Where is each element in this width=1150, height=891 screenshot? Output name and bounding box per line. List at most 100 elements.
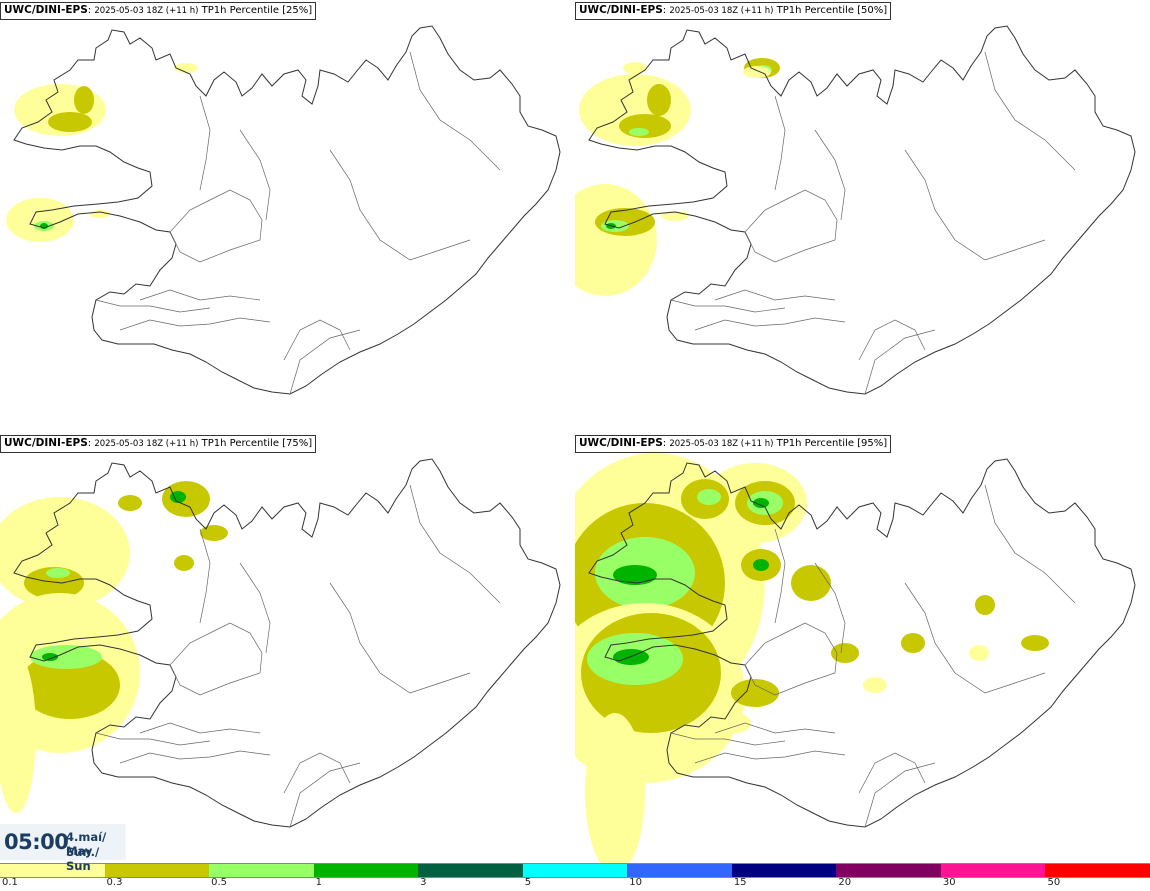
precip-area (863, 677, 887, 693)
precip-area (753, 559, 769, 571)
boundary-line (984, 51, 1076, 171)
precip-area (623, 62, 647, 74)
boundary-line (814, 129, 846, 221)
boundary-line (864, 762, 936, 828)
boundary-line (814, 562, 846, 654)
precip-area (170, 491, 186, 503)
colorbar-tick-labels: 0.1 0.3 0.5 1 3 5 10 15 20 30 50 (0, 877, 1150, 891)
precip-area (162, 481, 210, 517)
colorbar-segment (522, 864, 628, 877)
model-name: UWC/DINI-EPS (579, 437, 663, 449)
colorbar-segment (209, 864, 314, 877)
boundary-line (139, 289, 261, 301)
boundary-line (95, 732, 211, 746)
boundary-line (694, 750, 846, 764)
boundary-line (694, 317, 846, 331)
boundary-line (119, 317, 271, 331)
boundary-line (289, 762, 361, 828)
boundary-line (858, 319, 926, 361)
precip-area (48, 112, 92, 132)
panel-title: UWC/DINI-EPS: 2025-05-03 18Z (+11 h) TP1… (0, 2, 317, 20)
precip-area (118, 495, 142, 511)
precip-area (731, 679, 779, 707)
colorbar-tick-label: 5 (524, 877, 532, 888)
precip-area (174, 63, 198, 73)
boundary-line (199, 95, 211, 191)
precip-area (647, 84, 671, 116)
precip-area (24, 567, 84, 599)
colorbar-tick-label: 0.3 (106, 877, 123, 888)
precip-area (831, 643, 859, 663)
precip-area (1021, 635, 1049, 651)
run-time: 2025-05-03 18Z (+11 h) (94, 6, 199, 16)
colorbar-segment (104, 864, 210, 877)
boundary-line (169, 189, 263, 263)
boundary-line (329, 149, 471, 261)
precip-area (74, 86, 94, 114)
panel-title: UWC/DINI-EPS: 2025-05-03 18Z (+11 h) TP1… (575, 2, 892, 20)
colorbar-segment (418, 864, 523, 877)
precip-area (901, 633, 925, 653)
colorbar-segment (313, 864, 419, 877)
boundary-line (984, 484, 1076, 604)
product-name: TP1h Percentile [75%] (201, 438, 313, 449)
precip-area (629, 128, 649, 136)
coastline (13, 458, 561, 828)
colorbar-tick-label: 15 (733, 877, 747, 888)
precip-area (613, 565, 657, 585)
precip-area (697, 489, 721, 505)
iceland-map (575, 25, 1136, 395)
colorbar-tick-label: 30 (942, 877, 956, 888)
boundary-line (289, 329, 361, 395)
coastline (13, 25, 561, 395)
boundary-line (239, 562, 271, 654)
boundary-line (714, 722, 836, 734)
precip-area (743, 66, 771, 78)
colorbar-tick-label: 0.5 (211, 877, 227, 888)
product-name: TP1h Percentile [25%] (201, 5, 313, 16)
model-name: UWC/DINI-EPS (4, 4, 88, 16)
boundary-line (329, 582, 471, 694)
map-panel-p75: UWC/DINI-EPS: 2025-05-03 18Z (+11 h) TP1… (0, 433, 575, 864)
run-time: 2025-05-03 18Z (+11 h) (669, 439, 774, 449)
precip-area (30, 645, 102, 669)
colorbar-segment (0, 864, 105, 877)
boundary-line (95, 299, 211, 313)
precip-area (969, 645, 989, 661)
colorbar-segment (731, 864, 837, 877)
iceland-map (0, 458, 561, 828)
colorbar-tick-label: 0.1 (2, 877, 18, 888)
boundary-line (744, 189, 838, 263)
precip-area (174, 555, 194, 571)
model-name: UWC/DINI-EPS (579, 4, 663, 16)
run-time: 2025-05-03 18Z (+11 h) (669, 6, 774, 16)
precip-area (42, 653, 58, 661)
product-name: TP1h Percentile [95%] (776, 438, 888, 449)
boundary-line (139, 722, 261, 734)
precip-area (753, 498, 769, 508)
map-panel-p50: UWC/DINI-EPS: 2025-05-03 18Z (+11 h) TP1… (575, 0, 1150, 431)
iceland-map (6, 25, 561, 395)
boundary-line (409, 51, 501, 171)
map-panel-p25: UWC/DINI-EPS: 2025-05-03 18Z (+11 h) TP1… (0, 0, 575, 431)
precip-area (20, 651, 120, 719)
colorbar-tick-label: 50 (1047, 877, 1061, 888)
colorbar-tick-label: 20 (838, 877, 852, 888)
precip-area (975, 595, 995, 615)
boundary-line (199, 528, 211, 624)
boundary-line (774, 528, 786, 624)
colorbar-tick-label: 10 (629, 877, 642, 888)
boundary-line (744, 622, 838, 696)
colorbar-segment (1045, 864, 1150, 877)
precip-area (719, 713, 751, 733)
boundary-line (283, 752, 351, 794)
boundary-line (409, 484, 501, 604)
coastline (588, 458, 1136, 828)
boundary-line (774, 95, 786, 191)
precip-area (90, 210, 110, 218)
boundary-line (904, 149, 1046, 261)
iceland-map (575, 453, 1136, 864)
precip-area (585, 713, 645, 864)
precip-area (0, 653, 36, 813)
map-panel-p95: UWC/DINI-EPS: 2025-05-03 18Z (+11 h) TP1… (575, 433, 1150, 864)
